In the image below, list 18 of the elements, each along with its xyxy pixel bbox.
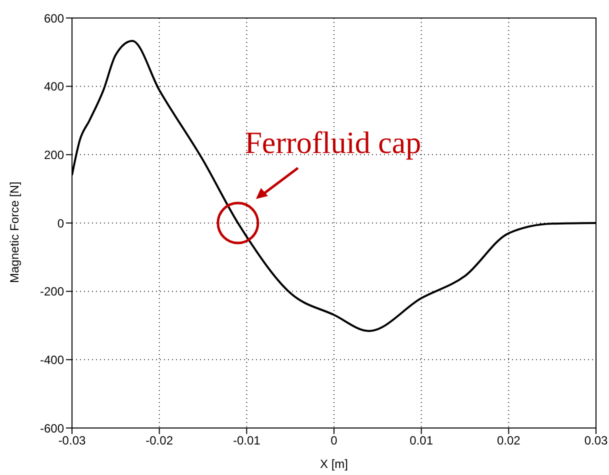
y-tick-label: 400 <box>44 80 64 94</box>
x-tick-label: 0.03 <box>584 434 608 448</box>
y-tick-label: 600 <box>44 11 64 26</box>
annotation: Ferrofluid cap <box>244 125 422 160</box>
y-tick-label: -600 <box>40 421 64 436</box>
x-tick-label: 0.02 <box>496 434 521 448</box>
y-axis-title: Magnetic Force [N] <box>7 182 22 283</box>
y-tick-label: 0 <box>57 216 64 230</box>
y-tick-label: -200 <box>40 284 64 299</box>
x-tick-label: -0.01 <box>232 434 261 448</box>
y-tick-label: 200 <box>44 148 64 162</box>
x-tick-label: 0 <box>330 434 338 448</box>
x-tick-label: -0.03 <box>58 434 86 448</box>
x-axis-title: X [m] <box>320 457 348 471</box>
line-series <box>72 40 596 332</box>
x-tick-label: -0.02 <box>146 434 174 448</box>
x-tick-label: 0.01 <box>410 434 434 448</box>
y-tick-label: -400 <box>40 352 64 367</box>
